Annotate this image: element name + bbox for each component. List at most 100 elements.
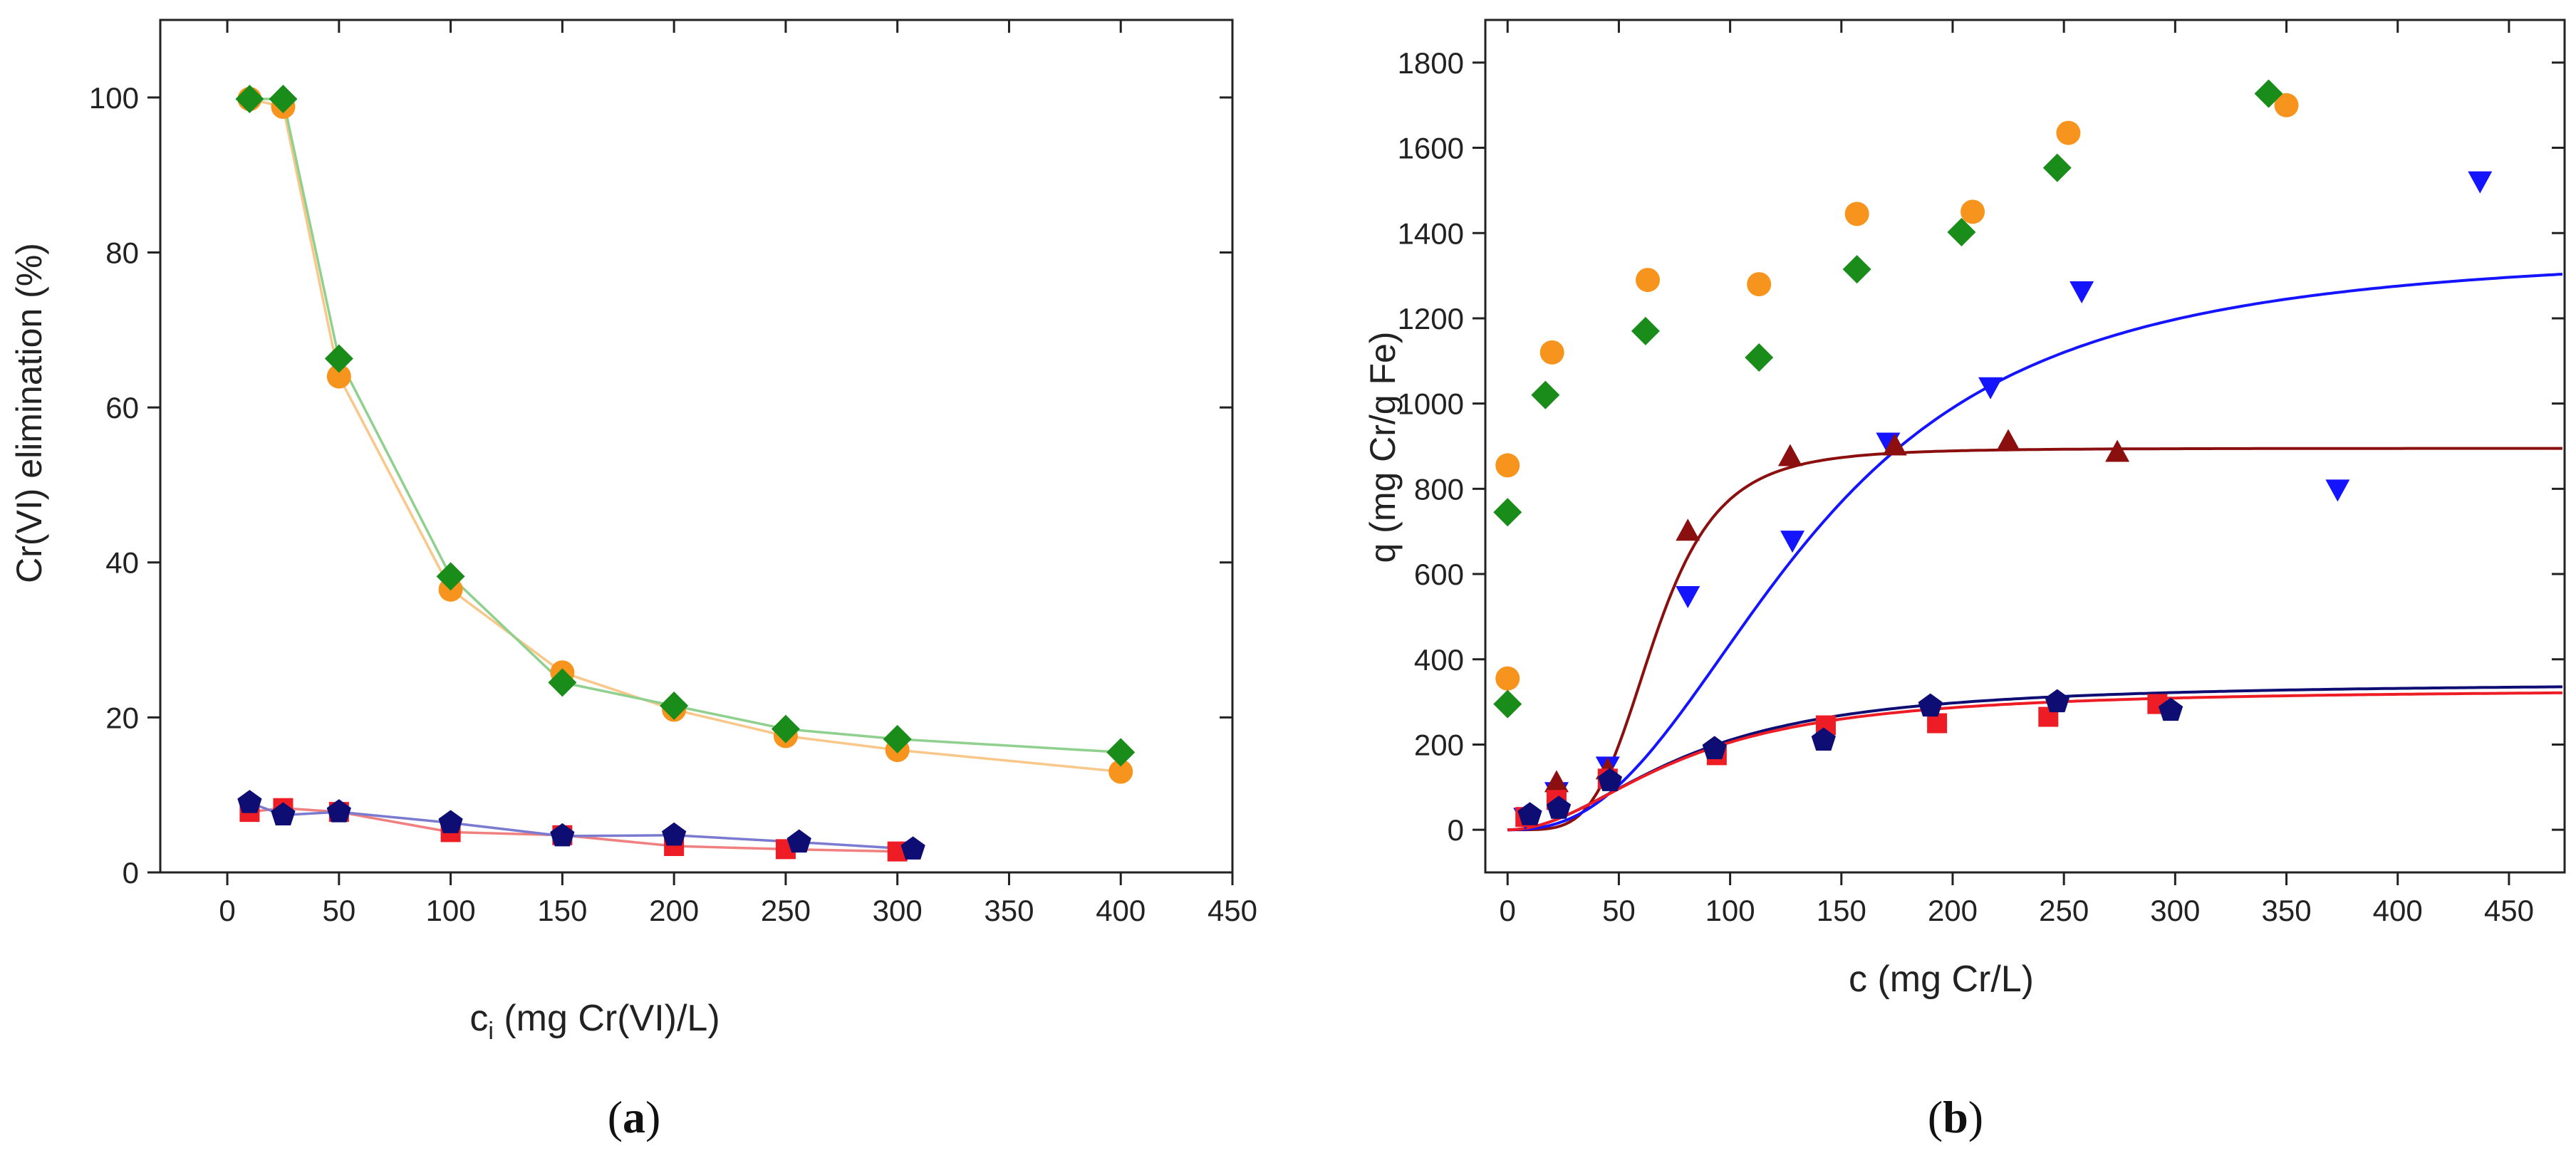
y-tick-label: 800 (1414, 472, 1464, 506)
x-tick-label: 250 (761, 894, 811, 927)
green-point (1493, 689, 1522, 719)
green-point (2254, 79, 2283, 108)
navy-point (900, 836, 925, 860)
panel-a-label: (a) (608, 1092, 661, 1142)
orange-point (326, 364, 351, 389)
x-tick-label: 300 (2150, 894, 2200, 927)
x-tick-label: 0 (1500, 894, 1516, 927)
y-tick-label: 20 (105, 701, 139, 734)
green-point (1531, 380, 1560, 409)
x-tick-label: 350 (2261, 894, 2311, 927)
x-tick-label: 150 (1817, 894, 1866, 927)
panel-a-x-axis-label-sub: i (488, 1018, 494, 1045)
green-point (436, 562, 465, 591)
blue-point (2468, 171, 2493, 194)
green-point (1947, 218, 1976, 247)
navy-point (786, 829, 811, 853)
x-tick-label: 250 (2039, 894, 2089, 927)
blue-point (1676, 585, 1700, 608)
green-point (883, 724, 912, 753)
orange-point (1747, 272, 1772, 297)
x-tick-label: 450 (1208, 894, 1257, 927)
navy-point (271, 802, 296, 826)
green-point (269, 84, 298, 113)
x-tick-label: 0 (219, 894, 235, 927)
panel-a-x-axis-label-main: c (469, 998, 488, 1039)
green-point (548, 668, 577, 697)
blue-point (2325, 479, 2350, 502)
navy-point (550, 823, 575, 847)
blue-fit-curve (1507, 273, 2562, 832)
green-point (771, 714, 800, 744)
x-tick-label: 100 (1705, 894, 1755, 927)
orange-point (1960, 199, 1985, 224)
green-point (235, 84, 264, 113)
x-tick-label: 150 (537, 894, 587, 927)
y-tick-label: 100 (89, 81, 139, 115)
red-fit-curve (1507, 691, 2562, 832)
y-tick-label: 1200 (1398, 302, 1464, 335)
orange-point (1539, 340, 1564, 365)
plot-frame (159, 19, 1234, 874)
navy-point (1546, 795, 1572, 819)
green-point (1842, 255, 1871, 284)
darkred-point (1777, 444, 1802, 466)
orange-point (2274, 93, 2299, 118)
plot-frame (1484, 19, 2566, 874)
navy-point (1517, 802, 1542, 825)
y-tick-label: 200 (1414, 728, 1464, 761)
panel-a-label-letter: a (623, 1092, 645, 1142)
green-point (1745, 343, 1774, 372)
panel-b-y-axis-label: q (mg Cr/g Fe) (1363, 331, 1403, 563)
x-tick-label: 50 (322, 894, 355, 927)
x-tick-label: 300 (873, 894, 923, 927)
navy-point (662, 822, 687, 846)
panel-a-x-axis-label: ci (mg Cr(VI)/L) (469, 998, 720, 1045)
orange-point (1495, 453, 1520, 478)
y-tick-label: 0 (1448, 813, 1464, 847)
x-tick-label: 100 (426, 894, 476, 927)
y-tick-label: 40 (105, 546, 139, 580)
panel-b-label-letter: b (1943, 1092, 1968, 1142)
panel-b-x-axis-label: c (mg Cr/L) (1849, 959, 2034, 1000)
green-point (660, 692, 689, 721)
panel-a-x-axis-label-rest: (mg Cr(VI)/L) (494, 998, 720, 1039)
orange-point (1844, 202, 1869, 226)
orange-point (1636, 268, 1661, 293)
y-tick-label: 60 (105, 391, 139, 424)
y-tick-label: 1400 (1398, 216, 1464, 250)
y-tick-label: 1800 (1398, 46, 1464, 80)
green-point (2042, 153, 2072, 182)
navy-point (237, 790, 262, 813)
x-tick-label: 400 (1096, 894, 1146, 927)
y-tick-label: 80 (105, 236, 139, 269)
darkred-point (1996, 429, 2021, 452)
panel-b: 0 50 100 150 200 250 300 350 400 450 0 200 400 600 800… (1398, 19, 2566, 927)
darkred-fit-curve (1507, 447, 2562, 832)
navy-point (1918, 693, 1943, 717)
green-series-line (249, 98, 1121, 754)
darkred-point (2105, 439, 2130, 462)
navy-point (438, 810, 463, 833)
x-tick-label: 450 (2484, 894, 2534, 927)
x-tick-label: 350 (984, 894, 1034, 927)
navy-point (1597, 768, 1623, 791)
green-point (1493, 498, 1522, 527)
x-tick-label: 50 (1602, 894, 1636, 927)
panel-a: 0 50 100 150 200 250 300 350 400 450 0 20 40 60 80 100 (89, 19, 1257, 927)
blue-point (1780, 531, 1805, 553)
navy-fit-curve (1507, 685, 2562, 832)
darkred-point (1882, 433, 1907, 456)
y-tick-label: 400 (1414, 643, 1464, 677)
navy-point (2158, 697, 2183, 721)
panel-b-label: (b) (1928, 1092, 1983, 1142)
green-point (1106, 738, 1136, 767)
navy-point (1702, 736, 1727, 759)
orange-point (2056, 120, 2081, 145)
orange-point (1495, 666, 1520, 691)
x-tick-label: 200 (1928, 894, 1978, 927)
darkred-point (1676, 518, 1700, 541)
green-point (1631, 316, 1660, 345)
orange-series-line (249, 98, 1121, 773)
